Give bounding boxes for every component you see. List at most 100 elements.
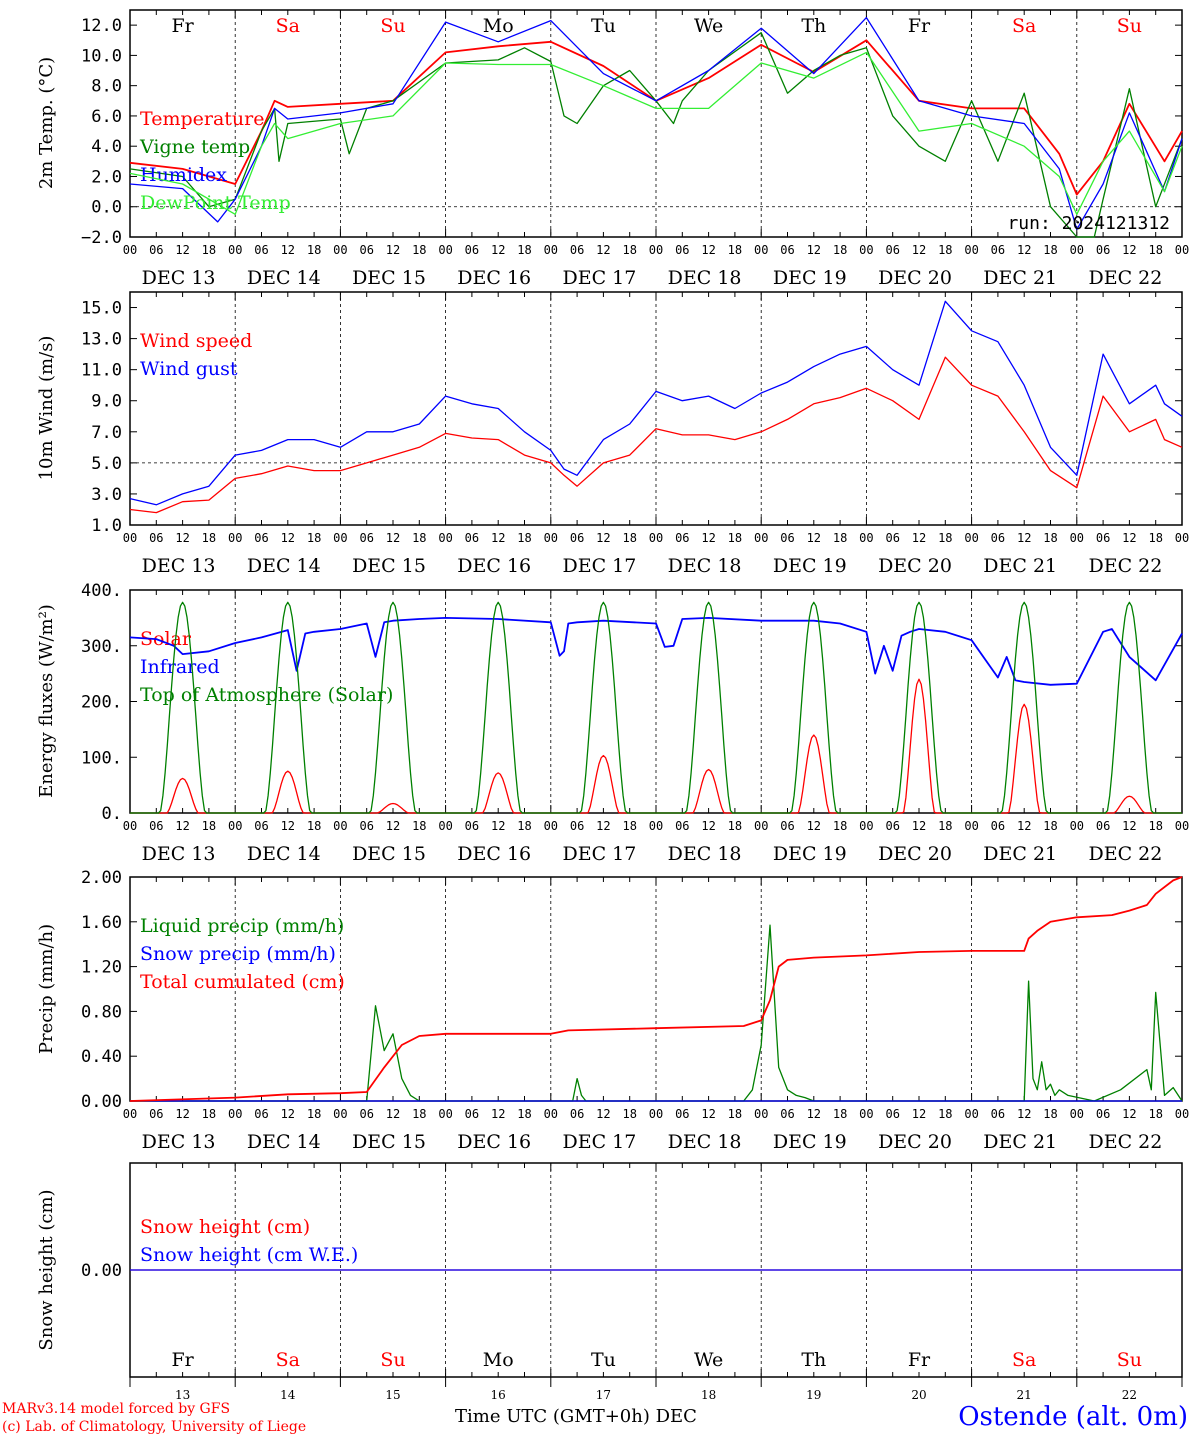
- hour-tick-label: 12: [386, 243, 400, 257]
- hour-tick-label: 06: [359, 819, 373, 833]
- hour-tick-label: 00: [228, 819, 242, 833]
- hour-tick-label: 06: [885, 531, 899, 545]
- hour-tick-label: 12: [1017, 243, 1031, 257]
- hour-tick-label: 06: [570, 819, 584, 833]
- hour-tick-label: 00: [333, 243, 347, 257]
- hour-tick-label: 12: [596, 819, 610, 833]
- hour-tick-label: 06: [675, 243, 689, 257]
- hour-tick-label: 12: [175, 1107, 189, 1121]
- hour-tick-label: 06: [254, 243, 268, 257]
- hour-tick-label: 00: [123, 531, 137, 545]
- day-label: DEC 14: [247, 555, 321, 577]
- hour-tick-label: 18: [1148, 819, 1162, 833]
- y-tick-label: 0.00: [81, 1261, 122, 1281]
- day-label: DEC 21: [983, 555, 1057, 577]
- series-line: [129, 16, 1183, 231]
- hour-tick-label: 00: [1175, 1107, 1189, 1121]
- legend-entry: Snow height (cm): [140, 1216, 310, 1238]
- hour-tick-label: 18: [1148, 531, 1162, 545]
- hour-tick-label: 18: [728, 1107, 742, 1121]
- day-label: DEC 13: [142, 843, 216, 865]
- hour-tick-label: 00: [859, 819, 873, 833]
- y-tick-label: 10.0: [81, 46, 122, 66]
- y-tick-label: 13.0: [81, 330, 122, 350]
- hour-tick-label: 18: [938, 819, 952, 833]
- model-credits: MARv3.14 model forced by GFS (c) Lab. of…: [2, 1400, 306, 1436]
- hour-tick-label: 12: [1122, 243, 1136, 257]
- hour-tick-label: 12: [701, 531, 715, 545]
- panel-snow: 0.00 Snow height (cm) Snow height (cm) Snow…: [36, 1162, 1183, 1402]
- month-label: DEC: [655, 1406, 697, 1427]
- day-label: DEC 14: [247, 843, 321, 865]
- y-tick-label: 2.0: [91, 167, 122, 187]
- day-number-label: 18: [701, 1388, 716, 1402]
- y-tick-label: 0.40: [81, 1047, 122, 1067]
- day-label: DEC 20: [878, 267, 952, 289]
- day-number-label: 19: [806, 1388, 821, 1402]
- panel-temp: −2.0 0.0 2.0 4.0 6.0 8.0 10.0 12.0 2m Temp. (°C)…: [36, 9, 1189, 289]
- hour-tick-label: 18: [412, 531, 426, 545]
- hour-tick-label: 06: [885, 1107, 899, 1121]
- y-tick-label: 1.20: [81, 958, 122, 978]
- hour-tick-label: 12: [807, 819, 821, 833]
- hour-tick-label: 00: [964, 819, 978, 833]
- hour-tick-label: 06: [465, 531, 479, 545]
- y-axis-label: Snow height (cm): [36, 1189, 57, 1350]
- hour-tick-label: 06: [570, 243, 584, 257]
- hour-tick-label: 00: [228, 1107, 242, 1121]
- hour-tick-label: 06: [1096, 819, 1110, 833]
- hour-tick-label: 18: [1148, 243, 1162, 257]
- day-label: DEC 14: [247, 1131, 321, 1153]
- day-label: DEC 15: [352, 267, 426, 289]
- weekday-label: Tu: [591, 1349, 616, 1371]
- hour-tick-label: 06: [1096, 243, 1110, 257]
- day-number-label: 15: [385, 1388, 400, 1402]
- hour-tick-label: 18: [202, 819, 216, 833]
- hour-tick-label: 18: [728, 819, 742, 833]
- day-number-label: 13: [175, 1388, 190, 1402]
- y-tick-label: 100.: [81, 748, 122, 768]
- day-label: DEC 19: [773, 267, 847, 289]
- hour-tick-label: 06: [254, 531, 268, 545]
- hour-tick-label: 00: [1070, 531, 1084, 545]
- hour-tick-label: 12: [1017, 819, 1031, 833]
- hour-tick-label: 12: [491, 819, 505, 833]
- day-label: DEC 16: [457, 1131, 531, 1153]
- hour-tick-label: 00: [859, 1107, 873, 1121]
- hour-tick-label: 12: [386, 819, 400, 833]
- day-number-label: 16: [491, 1388, 506, 1402]
- hour-tick-label: 18: [307, 1107, 321, 1121]
- legend-entry: Infrared: [140, 656, 220, 678]
- hour-tick-label: 00: [1175, 243, 1189, 257]
- hour-tick-label: 06: [1096, 1107, 1110, 1121]
- hour-tick-label: 18: [622, 531, 636, 545]
- hour-tick-label: 18: [202, 531, 216, 545]
- hour-tick-label: 00: [123, 243, 137, 257]
- time-axis-title: Time UTC (GMT+0h) DEC: [455, 1406, 697, 1427]
- hour-tick-label: 00: [754, 1107, 768, 1121]
- legend-entry: Temperature: [140, 108, 264, 130]
- hour-tick-label: 12: [1017, 1107, 1031, 1121]
- hour-tick-label: 18: [307, 819, 321, 833]
- day-label: DEC 14: [247, 267, 321, 289]
- hour-tick-label: 00: [123, 1107, 137, 1121]
- hour-tick-label: 12: [1122, 1107, 1136, 1121]
- hour-tick-label: 00: [438, 1107, 452, 1121]
- day-label: DEC 15: [352, 843, 426, 865]
- y-tick-label: 9.0: [91, 392, 122, 412]
- hour-tick-label: 06: [780, 531, 794, 545]
- hour-tick-label: 12: [281, 1107, 295, 1121]
- hour-tick-label: 00: [1070, 819, 1084, 833]
- panel-precip: 0.00 0.40 0.80 1.20 1.60 2.00 Precip (mm/h) Liq…: [36, 868, 1189, 1153]
- station-name: Ostende (alt. 0m): [958, 1402, 1188, 1432]
- hour-tick-label: 00: [754, 531, 768, 545]
- series-line: [129, 876, 1183, 1102]
- weekday-label: Mo: [483, 15, 514, 37]
- hour-tick-label: 06: [465, 1107, 479, 1121]
- day-label: DEC 15: [352, 1131, 426, 1153]
- day-label: DEC 19: [773, 1131, 847, 1153]
- hour-tick-label: 12: [386, 531, 400, 545]
- weekday-label: Fr: [908, 15, 931, 37]
- hour-tick-label: 06: [991, 1107, 1005, 1121]
- day-label: DEC 21: [983, 843, 1057, 865]
